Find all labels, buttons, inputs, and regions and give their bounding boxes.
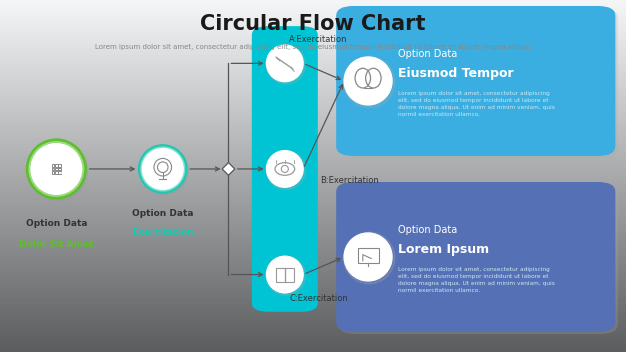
Text: Lorem ipsum dolor sit amet, consectetur adipiscing elit, sed do eiusmod tempor i: Lorem ipsum dolor sit amet, consectetur … xyxy=(95,44,531,50)
Polygon shape xyxy=(222,163,235,175)
Ellipse shape xyxy=(344,57,392,105)
Text: Option Data: Option Data xyxy=(398,49,458,59)
Text: C:Exercitation: C:Exercitation xyxy=(289,294,348,303)
Bar xyxy=(55,168,58,170)
Text: Option Data: Option Data xyxy=(132,209,193,218)
Bar xyxy=(285,268,294,282)
Text: Exercitation: Exercitation xyxy=(132,228,193,237)
Bar xyxy=(51,168,54,170)
Bar xyxy=(55,164,58,167)
Text: Eiusmod Tempor: Eiusmod Tempor xyxy=(398,67,514,80)
Ellipse shape xyxy=(344,233,392,281)
Ellipse shape xyxy=(26,139,86,199)
Ellipse shape xyxy=(267,151,303,187)
Ellipse shape xyxy=(29,142,84,196)
Text: Option Data: Option Data xyxy=(26,219,87,228)
Bar xyxy=(58,168,61,170)
Ellipse shape xyxy=(139,145,187,193)
FancyBboxPatch shape xyxy=(252,26,318,312)
Bar xyxy=(357,248,379,263)
Ellipse shape xyxy=(141,147,185,191)
Ellipse shape xyxy=(267,45,303,82)
Ellipse shape xyxy=(140,146,188,194)
Text: Circular Flow Chart: Circular Flow Chart xyxy=(200,14,426,34)
Ellipse shape xyxy=(266,150,305,190)
Bar xyxy=(51,171,54,174)
Ellipse shape xyxy=(343,232,395,284)
Bar xyxy=(58,171,61,174)
Ellipse shape xyxy=(267,256,303,293)
FancyBboxPatch shape xyxy=(336,6,615,156)
Ellipse shape xyxy=(31,144,81,194)
FancyBboxPatch shape xyxy=(339,184,618,334)
Ellipse shape xyxy=(28,140,88,200)
Text: Lorem Ipsum: Lorem Ipsum xyxy=(398,243,490,256)
Text: A:Exercitation: A:Exercitation xyxy=(289,35,347,44)
Text: Lorem ipsum dolor sit amet, consectetur adipiscing
elit, sed do eiusmod tempor i: Lorem ipsum dolor sit amet, consectetur … xyxy=(398,267,555,293)
Text: B:Exercitation: B:Exercitation xyxy=(321,176,379,185)
Ellipse shape xyxy=(266,256,305,295)
Bar xyxy=(275,268,285,282)
Bar xyxy=(55,171,58,174)
Ellipse shape xyxy=(266,45,305,84)
Bar xyxy=(58,164,61,167)
FancyBboxPatch shape xyxy=(339,8,618,158)
FancyBboxPatch shape xyxy=(336,182,615,332)
Ellipse shape xyxy=(142,149,183,189)
Text: Dolor Sit Amet: Dolor Sit Amet xyxy=(19,240,94,249)
Text: Lorem ipsum dolor sit amet, consectetur adipiscing
elit, sed do eiusmod tempor i: Lorem ipsum dolor sit amet, consectetur … xyxy=(398,91,555,117)
Text: Option Data: Option Data xyxy=(398,225,458,235)
Bar xyxy=(51,164,54,167)
Ellipse shape xyxy=(343,56,395,108)
